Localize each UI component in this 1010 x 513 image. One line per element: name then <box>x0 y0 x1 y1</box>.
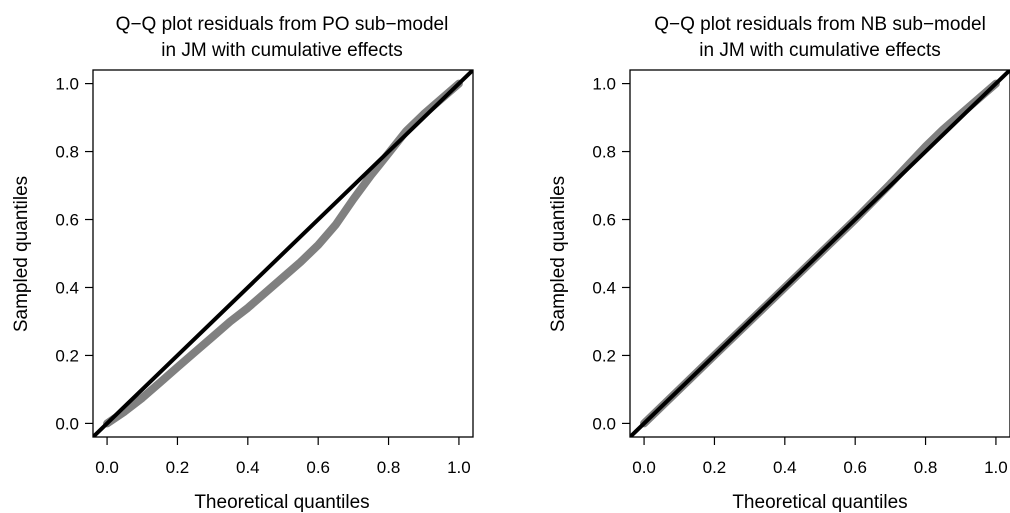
y-tick-label: 0.0 <box>55 414 79 433</box>
x-tick-label: 0.0 <box>95 458 119 477</box>
x-tick-label: 1.0 <box>984 458 1008 477</box>
x-tick-label: 0.2 <box>166 458 190 477</box>
y-axis-label: Sampled quantiles <box>11 176 32 332</box>
x-tick-label: 0.4 <box>773 458 797 477</box>
x-tick-label: 0.0 <box>632 458 656 477</box>
y-tick-label: 0.4 <box>592 278 616 297</box>
x-tick-label: 0.6 <box>843 458 867 477</box>
chart-title-line-1: Q−Q plot residuals from PO sub−model <box>116 14 449 35</box>
x-tick-label: 0.2 <box>703 458 727 477</box>
y-tick-label: 1.0 <box>592 75 616 94</box>
plot-frame <box>92 69 474 438</box>
y-tick-label: 0.6 <box>55 211 79 230</box>
y-tick-label: 0.6 <box>592 211 616 230</box>
y-axis-label: Sampled quantiles <box>548 176 569 332</box>
x-tick-label: 0.8 <box>914 458 938 477</box>
chart-title-line-2: in JM with cumulative effects <box>699 40 940 61</box>
y-tick-label: 0.2 <box>55 346 79 365</box>
y-tick-label: 0.2 <box>592 346 616 365</box>
x-axis-label: Theoretical quantiles <box>732 492 907 513</box>
y-tick-label: 0.4 <box>55 278 79 297</box>
x-tick-label: 0.4 <box>236 458 260 477</box>
panel-nb: Q−Q plot residuals from NB sub−model in … <box>548 14 1010 513</box>
plot-area: 0.0 0.2 0.4 0.6 0.8 1.0 0.0 0.2 0.4 0.6 0.8 1.0 <box>55 69 474 477</box>
x-axis-label: Theoretical quantiles <box>194 492 369 513</box>
reference-line <box>630 70 1010 437</box>
x-tick-label: 1.0 <box>447 458 471 477</box>
x-tick-label: 0.8 <box>377 458 401 477</box>
y-tick-label: 0.8 <box>592 143 616 162</box>
x-tick-label: 0.6 <box>306 458 330 477</box>
y-tick-label: 1.0 <box>55 75 79 94</box>
chart-title-line-2: in JM with cumulative effects <box>161 40 402 61</box>
chart-title-line-1: Q−Q plot residuals from NB sub−model <box>654 14 986 35</box>
plot-frame <box>629 69 1010 438</box>
reference-line <box>93 70 473 437</box>
y-tick-label: 0.8 <box>55 143 79 162</box>
panel-po: Q−Q plot residuals from PO sub−model in … <box>11 14 474 513</box>
y-tick-label: 0.0 <box>592 414 616 433</box>
plot-area: 0.0 0.2 0.4 0.6 0.8 1.0 0.0 0.2 0.4 0.6 0.8 1.0 <box>592 69 1010 477</box>
